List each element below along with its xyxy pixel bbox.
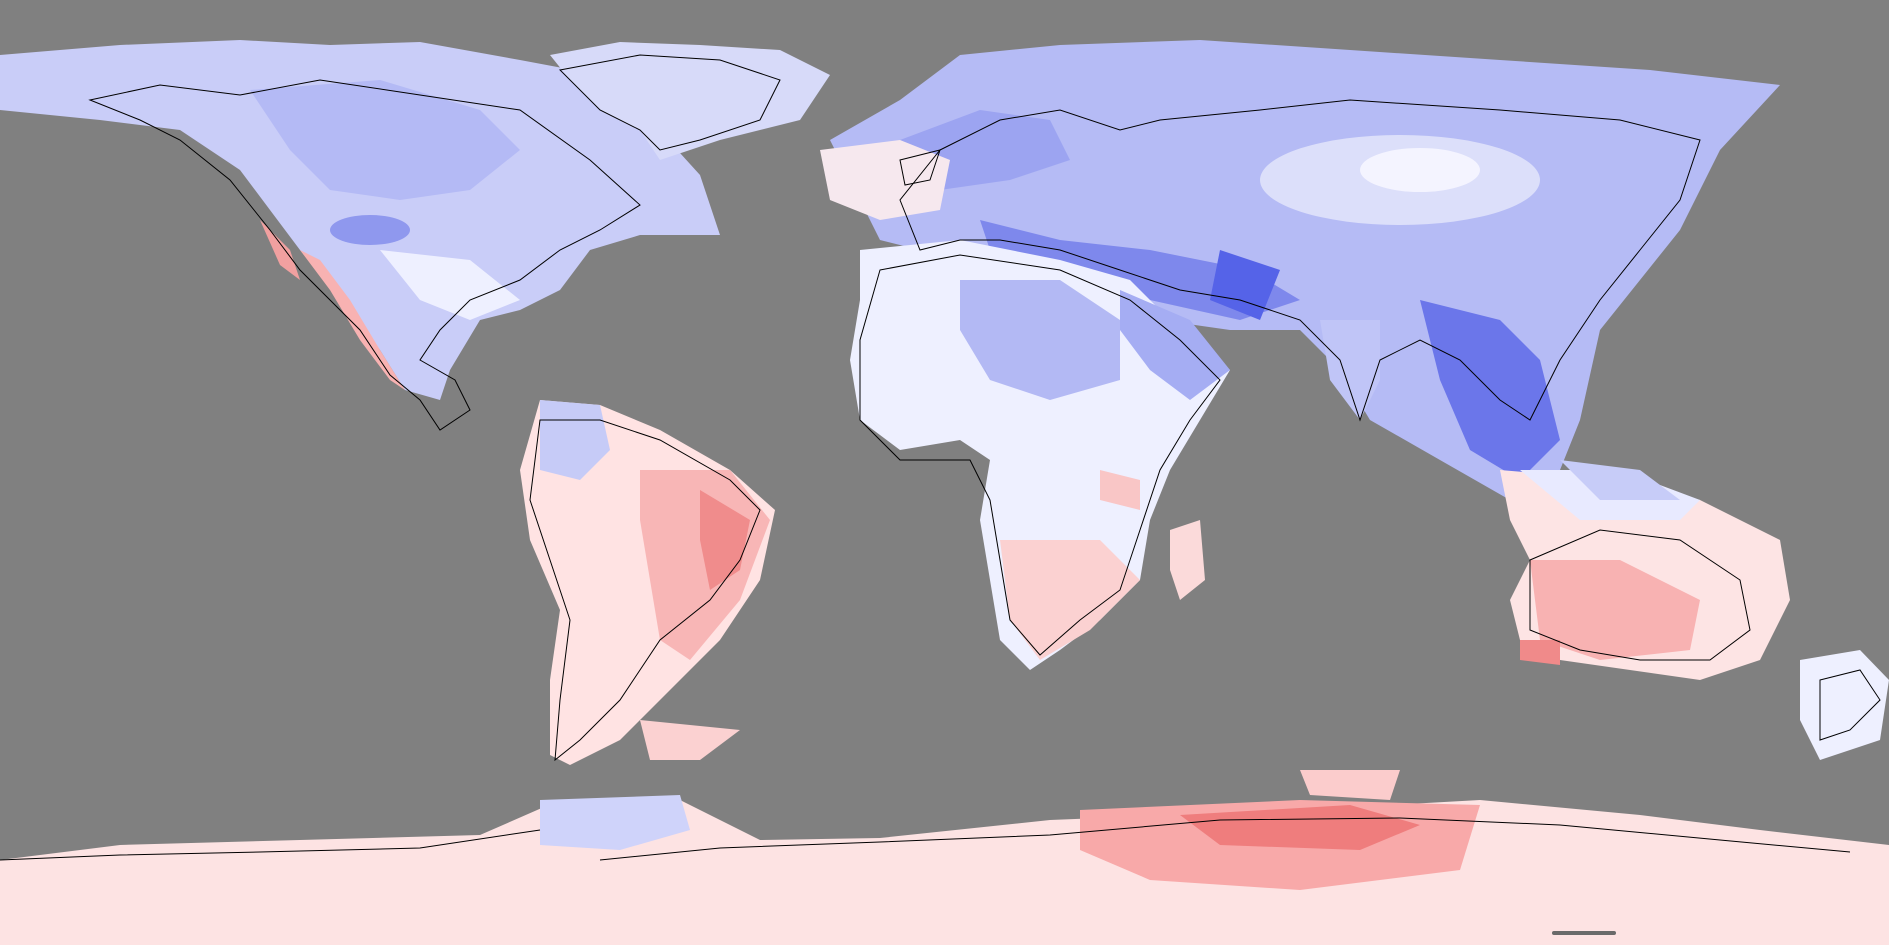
antarctica-region [0, 770, 1889, 945]
oceania-region [1500, 460, 1889, 760]
horizontal-scroll-indicator[interactable] [1552, 931, 1616, 935]
uk-region [820, 140, 950, 220]
greenland-region [550, 42, 830, 160]
coastlines [0, 54, 1881, 861]
north-america-region [0, 40, 720, 400]
africa-region [850, 240, 1230, 670]
